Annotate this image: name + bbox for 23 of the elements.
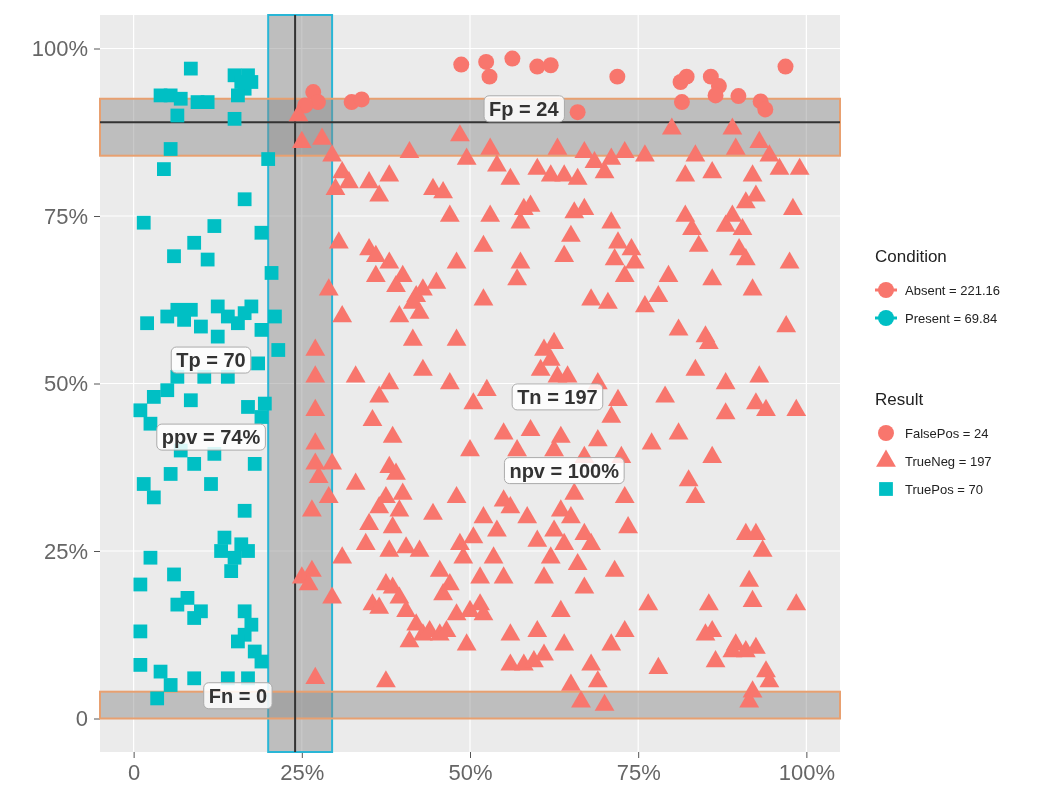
y-tick-label: 50% (43, 371, 88, 397)
x-tick-label: 100% (778, 759, 835, 785)
legend-label: TruePos = 70 (905, 481, 983, 497)
text: Condition (875, 247, 947, 266)
y-tick-label: 25% (43, 538, 88, 564)
x-tick-label: 25% (280, 759, 325, 785)
text: Present = 69.84 (905, 310, 998, 326)
annotation: Fp = 24 (489, 97, 560, 120)
y-tick-label: 75% (43, 203, 88, 229)
legend-label: FalsePos = 24 (905, 425, 989, 441)
annotation: ppv = 74% (161, 426, 261, 449)
annotation: Tn = 197 (517, 385, 598, 408)
text: Absent = 221.16 (905, 282, 1001, 298)
x-tick-label: 75% (616, 759, 661, 785)
annotation: Fn = 0 (208, 684, 268, 707)
annotation: npv = 100% (509, 459, 620, 482)
x-tick-label: 50% (448, 759, 493, 785)
legend-label: TrueNeg = 197 (905, 453, 992, 469)
annotation: Tp = 70 (176, 349, 246, 372)
legend-title: Result (875, 390, 924, 409)
y-tick-label: 100% (31, 36, 88, 62)
y-tick-label: 0 (75, 706, 88, 732)
x-tick-label: 0 (128, 759, 141, 785)
